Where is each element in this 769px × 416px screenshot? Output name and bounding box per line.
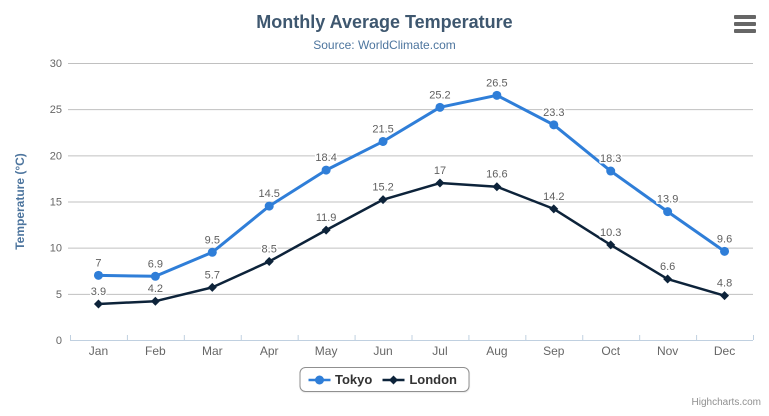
tokyo-data-label: 21.5 [372, 123, 393, 135]
london-marker-jun[interactable] [378, 195, 388, 205]
x-axis-label: Jun [373, 344, 392, 358]
x-axis-label: Apr [260, 344, 279, 358]
london-data-label: 8.5 [262, 244, 277, 256]
london-data-label: 3.9 [91, 286, 106, 298]
london-marker-aug[interactable] [492, 182, 502, 192]
chart-title: Monthly Average Temperature [256, 12, 513, 32]
y-axis-title: Temperature (°C) [13, 153, 27, 250]
london-data-label: 10.3 [600, 227, 621, 239]
london-marker-may[interactable] [321, 225, 331, 235]
london-marker-nov[interactable] [663, 274, 673, 284]
london-data-label: 4.8 [717, 278, 732, 290]
y-axis-label: 0 [56, 335, 62, 347]
legend-item-london[interactable]: London [382, 372, 457, 387]
legend-item-tokyo[interactable]: Tokyo [308, 372, 372, 387]
tokyo-data-label: 26.5 [486, 77, 507, 89]
london-marker-oct[interactable] [606, 240, 616, 250]
tokyo-marker-oct[interactable] [606, 166, 616, 176]
x-axis-label: Jul [432, 344, 447, 358]
x-axis-label: Feb [145, 344, 166, 358]
y-axis-label: 30 [50, 58, 62, 70]
hamburger-bar [734, 15, 756, 19]
chart-subtitle: Source: WorldClimate.com [313, 38, 456, 52]
y-axis-label: 25 [50, 104, 62, 116]
london-data-label: 16.6 [486, 169, 507, 181]
y-axis-label: 10 [50, 243, 62, 255]
tokyo-marker-jan[interactable] [93, 270, 103, 280]
legend-label: London [409, 372, 457, 387]
london-data-label: 15.2 [372, 182, 393, 194]
tokyo-series-line[interactable] [96, 93, 727, 278]
circle-legend-marker-icon [308, 375, 331, 384]
tokyo-marker-feb[interactable] [150, 271, 160, 281]
legend-box: Tokyo London [299, 367, 470, 392]
tokyo-data-label: 6.9 [148, 258, 163, 270]
london-marker-dec[interactable] [720, 291, 730, 301]
tokyo-data-label: 13.9 [657, 194, 678, 206]
tokyo-data-label: 14.5 [258, 188, 279, 200]
london-data-label: 14.2 [543, 191, 564, 203]
london-data-label: 4.2 [148, 283, 163, 295]
x-axis-label: Jan [89, 344, 108, 358]
x-axis-label: May [315, 344, 338, 358]
y-axis-label: 15 [50, 197, 62, 209]
x-axis-label: Sep [543, 344, 565, 358]
tokyo-marker-jul[interactable] [435, 102, 445, 112]
london-data-label: 17 [434, 165, 446, 177]
london-data-label: 6.6 [660, 261, 675, 273]
tokyo-data-label: 9.5 [205, 234, 220, 246]
tokyo-data-label: 18.4 [315, 152, 336, 164]
diamond-legend-marker-icon [382, 375, 405, 384]
tokyo-marker-jun[interactable] [378, 136, 388, 146]
london-data-label: 11.9 [316, 212, 337, 224]
y-axis-label: 20 [50, 150, 62, 162]
london-marker-jan[interactable] [93, 299, 103, 309]
london-marker-apr[interactable] [264, 257, 274, 267]
x-axis-label: Aug [486, 344, 507, 358]
hamburger-bar [734, 22, 756, 26]
legend-label: Tokyo [335, 372, 373, 387]
tokyo-marker-nov[interactable] [663, 207, 673, 217]
x-axis-label: Oct [601, 344, 620, 358]
london-marker-mar[interactable] [207, 282, 217, 292]
tokyo-data-label: 7 [95, 257, 101, 269]
hamburger-bar [734, 29, 756, 33]
x-axis-label: Nov [657, 344, 678, 358]
credits-link[interactable]: Highcharts.com [691, 397, 761, 408]
x-axis-label: Mar [202, 344, 223, 358]
london-data-label: 5.7 [205, 269, 220, 281]
tokyo-marker-mar[interactable] [207, 247, 217, 257]
london-marker-feb[interactable] [150, 296, 160, 306]
tokyo-data-label: 18.3 [600, 153, 621, 165]
tokyo-marker-apr[interactable] [264, 201, 274, 211]
london-marker-jul[interactable] [435, 178, 445, 188]
tokyo-data-label: 9.6 [717, 233, 732, 245]
tokyo-marker-may[interactable] [321, 165, 331, 175]
hamburger-export-menu-icon[interactable] [734, 15, 758, 33]
tokyo-marker-sep[interactable] [549, 120, 559, 130]
london-marker-sep[interactable] [549, 204, 559, 214]
y-axis-label: 5 [56, 289, 62, 301]
tokyo-data-label: 25.2 [429, 89, 450, 101]
london-series-line[interactable] [97, 181, 726, 306]
tokyo-data-label: 23.3 [543, 107, 564, 119]
tokyo-marker-dec[interactable] [720, 246, 730, 256]
x-axis-label: Dec [714, 344, 735, 358]
tokyo-marker-aug[interactable] [492, 90, 502, 100]
